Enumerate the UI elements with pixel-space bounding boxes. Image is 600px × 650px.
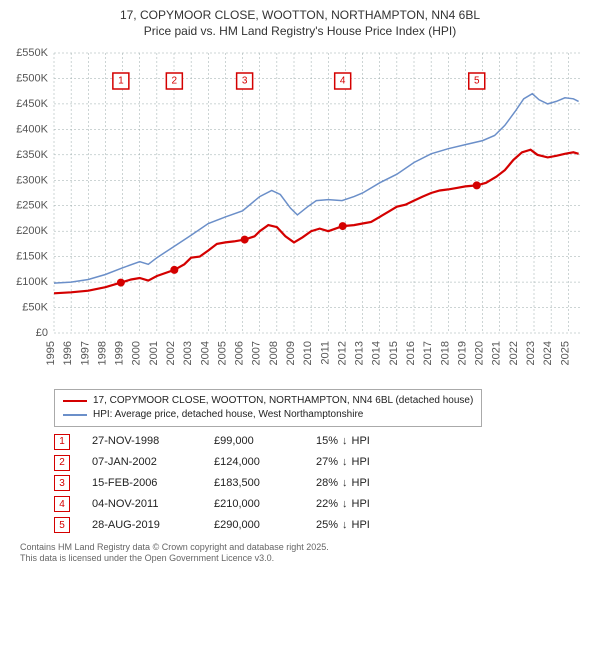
legend-swatch-2	[63, 414, 87, 416]
svg-text:2016: 2016	[405, 341, 417, 365]
svg-text:1: 1	[118, 76, 124, 87]
sale-index-box: 5	[54, 517, 70, 533]
sale-price: £290,000	[214, 515, 294, 536]
svg-text:£200K: £200K	[16, 225, 48, 237]
svg-text:1995: 1995	[45, 341, 57, 365]
legend-item-1: 17, COPYMOOR CLOSE, WOOTTON, NORTHAMPTON…	[63, 394, 473, 408]
svg-text:2001: 2001	[148, 341, 160, 365]
svg-text:2009: 2009	[285, 341, 297, 365]
chart-container: 17, COPYMOOR CLOSE, WOOTTON, NORTHAMPTON…	[0, 0, 600, 650]
footer-line-2: This data is licensed under the Open Gov…	[20, 553, 590, 565]
svg-text:1996: 1996	[62, 341, 74, 365]
svg-text:2011: 2011	[319, 341, 331, 365]
sale-delta: 28%↓HPI	[316, 473, 370, 494]
footer-attribution: Contains HM Land Registry data © Crown c…	[20, 542, 590, 565]
svg-text:2: 2	[172, 76, 178, 87]
chart-plot-area: £0 £50K £100K £150K £200K £250K £300K £350K £400…	[10, 43, 590, 383]
sale-price: £210,000	[214, 494, 294, 515]
title-line-2: Price paid vs. HM Land Registry's House …	[10, 24, 590, 40]
svg-text:£0: £0	[36, 327, 48, 339]
svg-text:2020: 2020	[474, 341, 486, 365]
svg-text:£300K: £300K	[16, 174, 48, 186]
sales-row: 2 07-JAN-2002 £124,000 27%↓HPI	[54, 452, 590, 473]
svg-text:2000: 2000	[131, 341, 143, 365]
svg-text:2012: 2012	[336, 341, 348, 365]
svg-text:2010: 2010	[302, 341, 314, 365]
svg-text:£400K: £400K	[16, 124, 48, 136]
title-line-1: 17, COPYMOOR CLOSE, WOOTTON, NORTHAMPTON…	[10, 8, 590, 24]
sales-row: 1 27-NOV-1998 £99,000 15%↓HPI	[54, 431, 590, 452]
legend-label-1: 17, COPYMOOR CLOSE, WOOTTON, NORTHAMPTON…	[93, 394, 473, 408]
sale-price: £183,500	[214, 473, 294, 494]
sale-date: 28-AUG-2019	[92, 515, 192, 536]
sales-row: 4 04-NOV-2011 £210,000 22%↓HPI	[54, 494, 590, 515]
legend-item-2: HPI: Average price, detached house, West…	[63, 408, 473, 422]
sales-table: 1 27-NOV-1998 £99,000 15%↓HPI 2 07-JAN-2002 £1…	[54, 431, 590, 535]
down-arrow-icon: ↓	[342, 473, 348, 494]
svg-text:2015: 2015	[388, 341, 400, 365]
sale-delta: 25%↓HPI	[316, 515, 370, 536]
svg-text:1997: 1997	[79, 341, 91, 365]
svg-text:2007: 2007	[251, 341, 263, 365]
sale-index-box: 1	[54, 434, 70, 450]
sale-delta: 15%↓HPI	[316, 431, 370, 452]
sale-delta: 27%↓HPI	[316, 452, 370, 473]
svg-text:4: 4	[340, 76, 346, 87]
svg-text:2025: 2025	[559, 341, 571, 365]
down-arrow-icon: ↓	[342, 494, 348, 515]
svg-text:2006: 2006	[234, 341, 246, 365]
svg-text:£150K: £150K	[16, 251, 48, 263]
svg-text:2014: 2014	[371, 341, 383, 365]
svg-text:2018: 2018	[439, 341, 451, 365]
svg-text:£350K: £350K	[16, 149, 48, 161]
svg-text:2004: 2004	[199, 341, 211, 365]
svg-text:2008: 2008	[268, 341, 280, 365]
svg-text:3: 3	[242, 76, 248, 87]
sales-row: 3 15-FEB-2006 £183,500 28%↓HPI	[54, 473, 590, 494]
legend: 17, COPYMOOR CLOSE, WOOTTON, NORTHAMPTON…	[54, 389, 482, 427]
sale-date: 07-JAN-2002	[92, 452, 192, 473]
svg-text:2022: 2022	[508, 341, 520, 365]
sale-price: £124,000	[214, 452, 294, 473]
svg-text:£450K: £450K	[16, 98, 48, 110]
svg-text:1999: 1999	[114, 341, 126, 365]
svg-text:2024: 2024	[542, 341, 554, 365]
sale-price: £99,000	[214, 431, 294, 452]
svg-text:2003: 2003	[182, 341, 194, 365]
svg-text:2023: 2023	[525, 341, 537, 365]
svg-text:£500K: £500K	[16, 73, 48, 85]
svg-text:1998: 1998	[96, 341, 108, 365]
chart-title: 17, COPYMOOR CLOSE, WOOTTON, NORTHAMPTON…	[10, 8, 590, 39]
svg-text:£250K: £250K	[16, 200, 48, 212]
sale-index-box: 4	[54, 496, 70, 512]
svg-text:2002: 2002	[165, 341, 177, 365]
legend-swatch-1	[63, 400, 87, 402]
svg-text:2021: 2021	[491, 341, 503, 365]
sale-date: 04-NOV-2011	[92, 494, 192, 515]
sales-row: 5 28-AUG-2019 £290,000 25%↓HPI	[54, 515, 590, 536]
svg-text:£50K: £50K	[22, 302, 48, 314]
sale-date: 15-FEB-2006	[92, 473, 192, 494]
svg-text:2013: 2013	[354, 341, 366, 365]
sale-index-box: 3	[54, 475, 70, 491]
sale-index-box: 2	[54, 455, 70, 471]
down-arrow-icon: ↓	[342, 452, 348, 473]
sale-date: 27-NOV-1998	[92, 431, 192, 452]
svg-text:£550K: £550K	[16, 47, 48, 59]
svg-text:2005: 2005	[216, 341, 228, 365]
line-chart-svg: £0 £50K £100K £150K £200K £250K £300K £350K £400…	[10, 43, 590, 383]
sale-delta: 22%↓HPI	[316, 494, 370, 515]
svg-text:2017: 2017	[422, 341, 434, 365]
down-arrow-icon: ↓	[342, 431, 348, 452]
footer-line-1: Contains HM Land Registry data © Crown c…	[20, 542, 590, 554]
svg-text:2019: 2019	[456, 341, 468, 365]
down-arrow-icon: ↓	[342, 515, 348, 536]
legend-label-2: HPI: Average price, detached house, West…	[93, 408, 363, 422]
svg-text:£100K: £100K	[16, 276, 48, 288]
svg-text:5: 5	[474, 76, 480, 87]
